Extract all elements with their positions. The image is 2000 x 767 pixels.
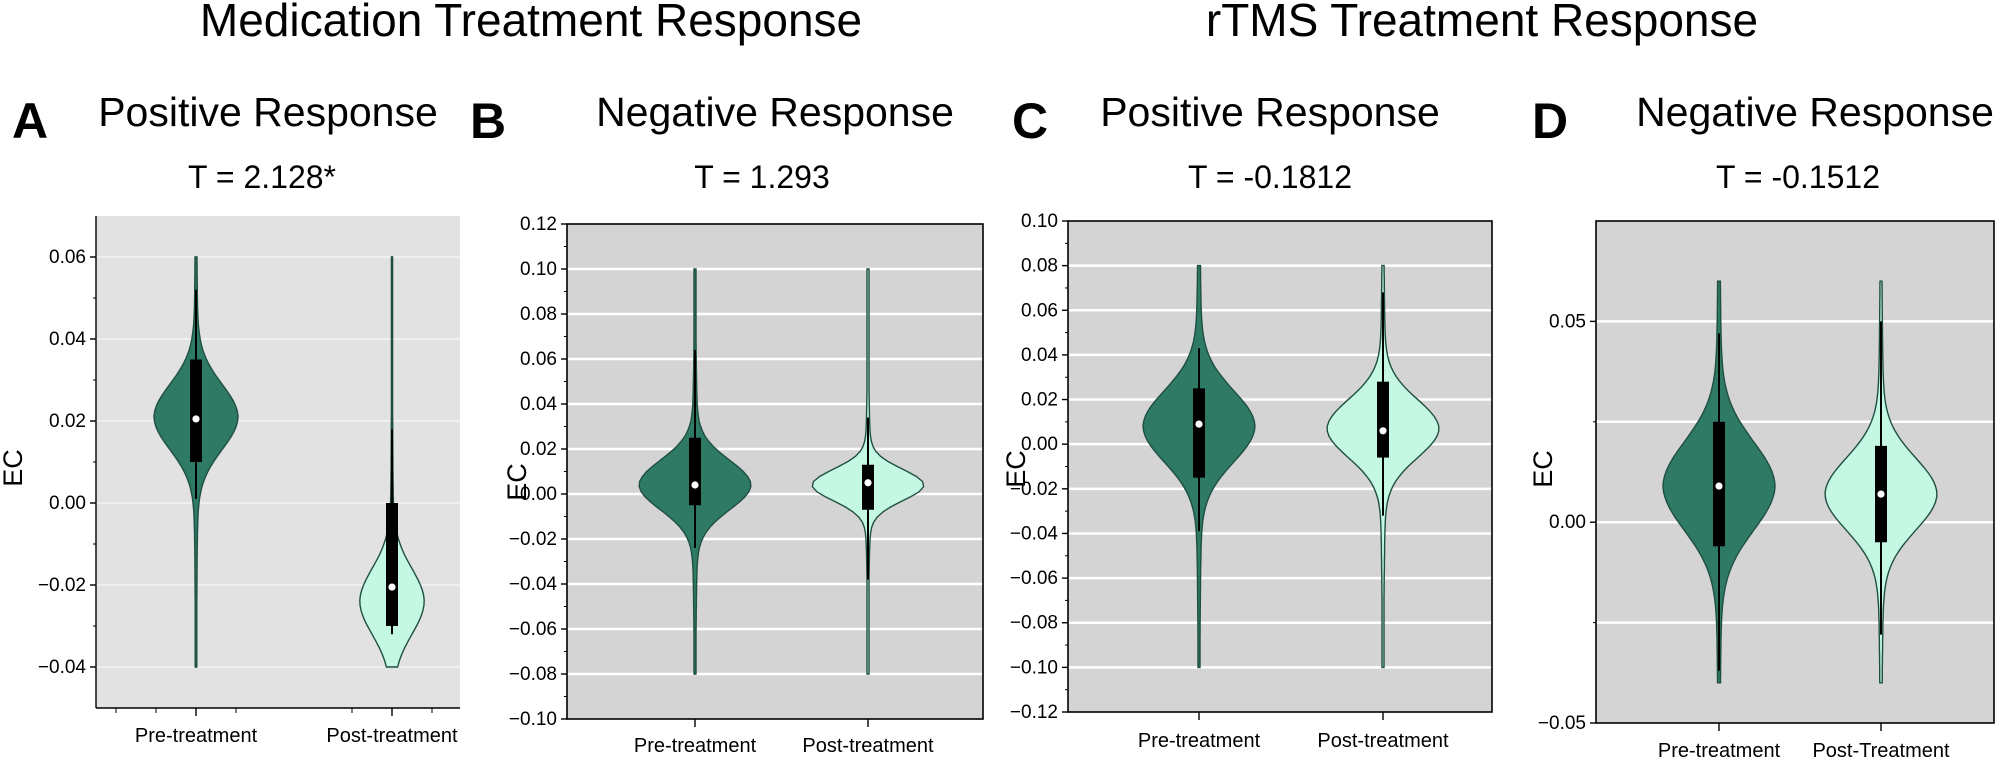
y-tick-label: −0.04 (509, 574, 558, 595)
y-tick-label: 0.02 (520, 439, 557, 460)
x-tick-label: Pre-treatment (1658, 740, 1781, 762)
y-tick-label: 0.04 (1021, 345, 1058, 366)
group-title-rtms: rTMS Treatment Response (1206, 0, 1758, 46)
y-tick-label: −0.10 (1010, 657, 1058, 678)
panel-stat: T = -0.1512 (1716, 159, 1880, 195)
plot-background (567, 224, 983, 719)
plot-background (1068, 221, 1492, 712)
y-axis-label: EC (1001, 450, 1031, 488)
plot-area: −0.05 0.00 0.05 Pre-treatment Post-Treatment (1538, 220, 1995, 762)
y-tick-label: 0.10 (520, 259, 557, 280)
y-tick-label: −0.06 (509, 619, 557, 640)
y-axis-label: EC (1528, 450, 1558, 488)
x-tick-label: Pre-treatment (634, 735, 757, 757)
median-dot (1195, 420, 1203, 428)
median-dot (864, 479, 872, 487)
plot-area: −0.10 −0.08 −0.06 −0.04 −0.02 0.00 0.02 0.04 0.0… (509, 214, 984, 757)
iqr-box (862, 464, 874, 510)
y-axis-label: EC (502, 463, 532, 501)
panel-title: Positive Response (98, 89, 438, 135)
panel-a: A Positive Response T = 2.128* EC −0.04−… (0, 89, 460, 747)
y-tick-label: −0.08 (509, 664, 557, 685)
y-tick-label: −0.05 (1538, 713, 1586, 734)
y-tick-label: 0.05 (1549, 311, 1586, 332)
median-dot (691, 481, 699, 489)
y-tick-label: 0.00 (520, 484, 557, 505)
median-dot (1877, 490, 1885, 498)
x-tick-label: Pre-treatment (1138, 730, 1261, 752)
group-title-medication: Medication Treatment Response (200, 0, 862, 46)
x-tick-label: Pre-treatment (135, 725, 258, 747)
y-tick-label: −0.04 (1010, 523, 1059, 544)
y-tick-label: 0.06 (49, 247, 86, 268)
plot-frame (1595, 220, 1995, 724)
iqr-box (386, 503, 398, 626)
y-tick-label: −0.02 (509, 529, 557, 550)
y-tick-label: −0.02 (38, 575, 86, 596)
panel-letter: D (1532, 93, 1568, 149)
panel-letter: C (1012, 93, 1048, 149)
panel-stat: T = 1.293 (694, 159, 830, 195)
plot-area: −0.12 −0.10 −0.08 −0.06 −0.04 −0.02 0.00 0.02 0.… (1010, 211, 1493, 752)
x-tick-label: Post-treatment (1317, 730, 1449, 752)
panel-stat: T = -0.1812 (1188, 159, 1352, 195)
iqr-box (1193, 388, 1205, 478)
y-tick-label: 0.02 (49, 411, 86, 432)
y-tick-label: 0.00 (49, 493, 86, 514)
iqr-box (1377, 381, 1389, 458)
y-tick-label: 0.10 (1021, 211, 1058, 232)
plot-area: −0.04 −0.02 0.00 0.02 0.04 0.06 Pre-treatment P… (38, 216, 460, 747)
y-tick-label: −0.12 (1010, 702, 1058, 723)
y-tick-label: 0.00 (1549, 512, 1586, 533)
y-tick-label: −0.06 (1010, 568, 1058, 589)
y-tick-label: 0.04 (49, 329, 86, 350)
panel-d: D Negative Response T = -0.1512 EC −0.05… (1528, 89, 1995, 762)
panel-title: Negative Response (1636, 89, 1994, 135)
panel-title: Negative Response (596, 89, 954, 135)
median-dot (192, 415, 200, 423)
panel-c: C Positive Response T = -0.1812 EC −0.12… (1001, 89, 1493, 752)
panel-letter: B (470, 93, 506, 149)
iqr-box (190, 359, 202, 462)
y-tick-label: 0.06 (1021, 300, 1058, 321)
median-dot (1715, 482, 1723, 490)
y-tick-label: 0.08 (520, 304, 557, 325)
y-axis-label: EC (0, 449, 28, 487)
plot-background (1596, 221, 1994, 723)
y-tick-label: −0.10 (509, 709, 557, 730)
y-tick-label: 0.00 (1021, 434, 1058, 455)
panel-letter: A (12, 93, 48, 149)
iqr-box (689, 437, 701, 506)
y-tick-label: 0.04 (520, 394, 557, 415)
panel-stat: T = 2.128* (188, 159, 336, 195)
x-tick-label: Post-Treatment (1812, 740, 1950, 762)
y-tick-label: −0.04 (38, 657, 87, 678)
panel-b: B Negative Response T = 1.293 EC −0.10−0… (470, 89, 984, 757)
panel-title: Positive Response (1100, 89, 1440, 135)
median-dot (1379, 427, 1387, 435)
x-tick-label: Post-treatment (326, 725, 458, 747)
y-tick-label: −0.08 (1010, 613, 1058, 634)
y-tick-label: 0.12 (520, 214, 557, 235)
median-dot (388, 583, 396, 591)
y-tick-label: 0.02 (1021, 390, 1058, 411)
y-tick-label: −0.02 (1010, 479, 1058, 500)
y-tick-label: 0.08 (1021, 256, 1058, 277)
x-tick-label: Post-treatment (802, 735, 934, 757)
y-tick-label: 0.06 (520, 349, 557, 370)
